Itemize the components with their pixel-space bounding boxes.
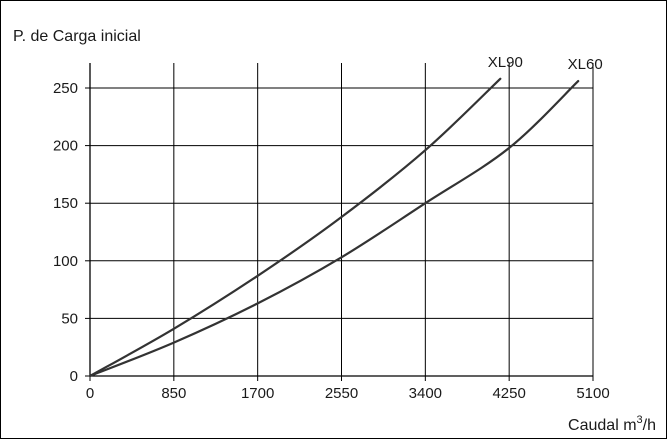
y-tick-label-100: 100 — [53, 253, 78, 270]
y-tick-label-50: 50 — [61, 310, 78, 327]
series-label-xl90: XL90 — [488, 54, 523, 71]
series-layer: XL90 XL60 — [88, 54, 603, 378]
x-tick-label-2550: 2550 — [325, 385, 358, 402]
x-tick-label-850: 850 — [161, 385, 186, 402]
x-axis-label-main: Caudal m — [568, 417, 636, 434]
y-tick-label-250: 250 — [53, 80, 78, 97]
y-axis-label: P. de Carga inicial — [13, 28, 141, 45]
x-tick-label-0: 0 — [86, 385, 94, 402]
x-axis-label-suffix: /h — [643, 417, 656, 434]
x-tick-label-4250: 4250 — [492, 385, 525, 402]
x-tick-label-1700: 1700 — [241, 385, 274, 402]
series-line-xl90 — [88, 77, 502, 378]
x-tick-label-3400: 3400 — [409, 385, 442, 402]
x-axis-label-superscript: 3 — [637, 414, 643, 426]
y-tick-label-200: 200 — [53, 138, 78, 155]
tick-layer: 0 50 100 150 200 250 0 850 1700 2550 3400 4250 5100 — [53, 80, 610, 402]
x-tick-label-5100: 5100 — [576, 385, 609, 402]
series-line-xl60 — [88, 80, 580, 378]
y-tick-label-0: 0 — [70, 368, 78, 385]
y-tick-label-150: 150 — [53, 195, 78, 212]
x-axis-label: Caudal m3/h — [568, 414, 656, 434]
grid-layer — [85, 63, 594, 381]
series-label-xl60: XL60 — [568, 56, 603, 73]
